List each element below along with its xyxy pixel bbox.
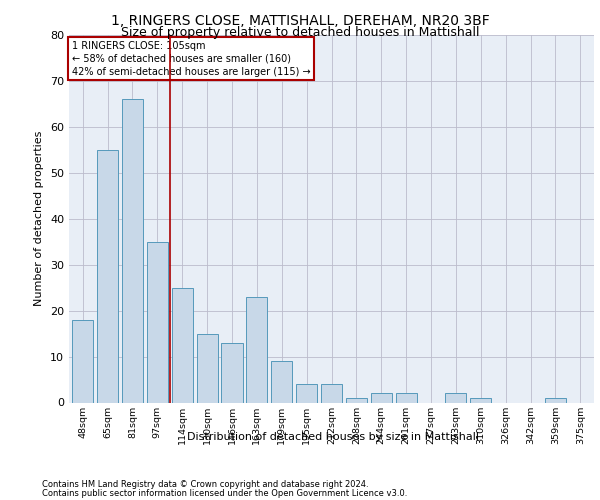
Bar (371, 394, 392, 402)
Text: 1 RINGERS CLOSE: 105sqm
← 58% of detached houses are smaller (160)
42% of semi-d: 1 RINGERS CLOSE: 105sqm ← 58% of detache… (71, 40, 310, 77)
Bar (445, 394, 466, 402)
Bar (271, 361, 292, 403)
Bar (172, 288, 193, 403)
Bar (321, 384, 342, 402)
Bar (197, 334, 218, 402)
Bar (147, 242, 168, 402)
Text: Contains public sector information licensed under the Open Government Licence v3: Contains public sector information licen… (42, 488, 407, 498)
Bar (72, 320, 93, 402)
Text: 1, RINGERS CLOSE, MATTISHALL, DEREHAM, NR20 3BF: 1, RINGERS CLOSE, MATTISHALL, DEREHAM, N… (110, 14, 490, 28)
Bar (346, 398, 367, 402)
Y-axis label: Number of detached properties: Number of detached properties (34, 131, 44, 306)
Bar (246, 297, 268, 403)
Bar (221, 343, 242, 402)
Bar (395, 394, 417, 402)
Bar (122, 100, 143, 403)
Bar (545, 398, 566, 402)
Text: Size of property relative to detached houses in Mattishall: Size of property relative to detached ho… (121, 26, 479, 39)
Bar (97, 150, 118, 403)
Text: Distribution of detached houses by size in Mattishall: Distribution of detached houses by size … (187, 432, 479, 442)
Text: Contains HM Land Registry data © Crown copyright and database right 2024.: Contains HM Land Registry data © Crown c… (42, 480, 368, 489)
Bar (296, 384, 317, 402)
Bar (470, 398, 491, 402)
